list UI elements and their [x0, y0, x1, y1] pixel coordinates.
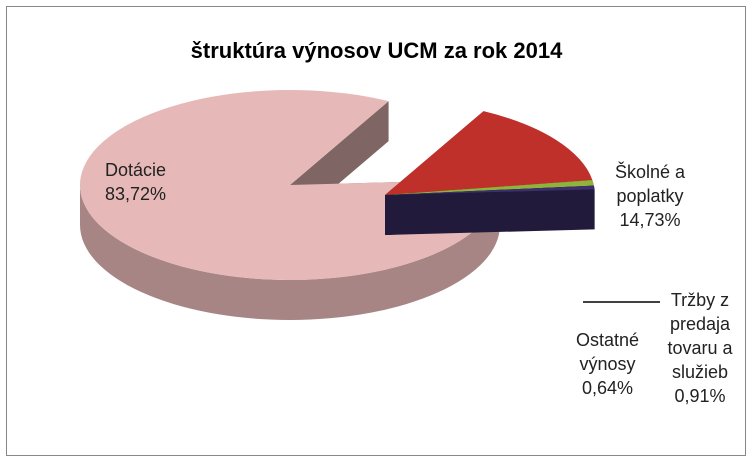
chart-title: štruktúra výnosov UCM za rok 2014	[190, 38, 563, 63]
slice	[385, 180, 594, 195]
slice	[385, 185, 595, 195]
label-value: 0,91%	[674, 386, 726, 406]
slice-label: Dotácie 83,72%	[105, 158, 225, 206]
label-value: 0,64%	[581, 378, 634, 398]
label-name: Školné a poplatky	[614, 162, 686, 206]
label-name: Ostatné výnosy	[575, 330, 640, 374]
label-name: Tržby z predaja tovaru a služieb	[667, 290, 733, 382]
slice-label: Tržby z predaja tovaru a služieb 0,91%	[655, 288, 745, 408]
label-value: 83,72%	[105, 184, 167, 204]
label-value: 14,73%	[619, 210, 681, 230]
label-name: Dotácie	[105, 160, 167, 180]
slice-label: Školné a poplatky 14,73%	[600, 160, 700, 232]
slice-wall	[80, 185, 500, 320]
slice-side	[385, 189, 595, 235]
slice-label: Ostatné výnosy 0,64%	[565, 328, 650, 400]
slice	[385, 111, 593, 195]
